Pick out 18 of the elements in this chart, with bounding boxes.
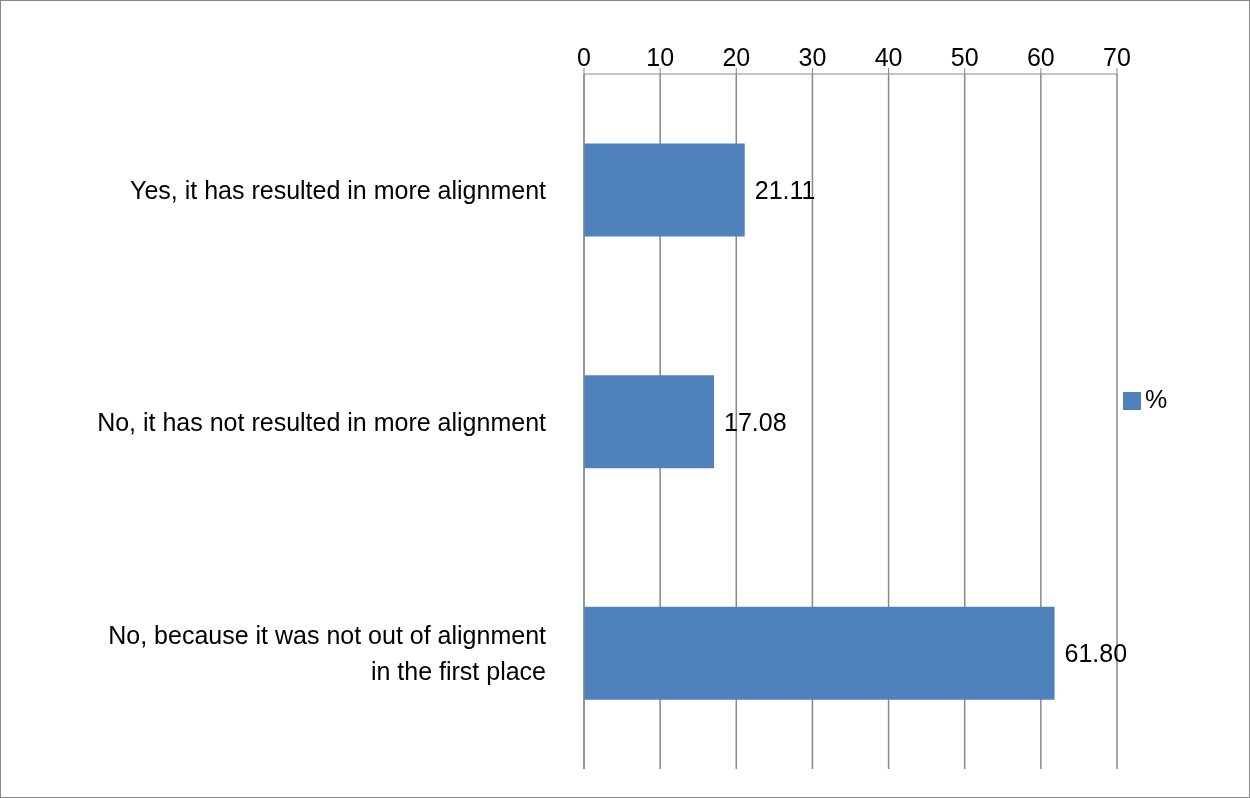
x-tick-label: 10: [646, 43, 675, 71]
bar: [584, 606, 1055, 700]
y-tick-label: Yes, it has resulted in more alignment: [130, 175, 547, 204]
data-label: 21.11: [754, 176, 816, 204]
x-tick-label: 30: [798, 43, 827, 71]
x-tick-label: 50: [950, 43, 979, 71]
bar: [584, 375, 715, 469]
x-tick-label: 70: [1103, 43, 1131, 71]
bar: [584, 143, 745, 237]
x-tick-label: 40: [874, 43, 903, 71]
legend-label: %: [1145, 384, 1168, 413]
x-tick-label: 20: [722, 43, 751, 71]
x-tick-label: 60: [1026, 43, 1055, 71]
y-tick-label: No, because it was not out of alignment in the first place: [108, 621, 547, 686]
data-label: 61.80: [1064, 639, 1128, 668]
y-tick-label: No, it has not resulted in more alignment: [97, 407, 547, 436]
x-tick-label: 0: [577, 43, 591, 71]
data-label: 17.08: [724, 407, 787, 436]
